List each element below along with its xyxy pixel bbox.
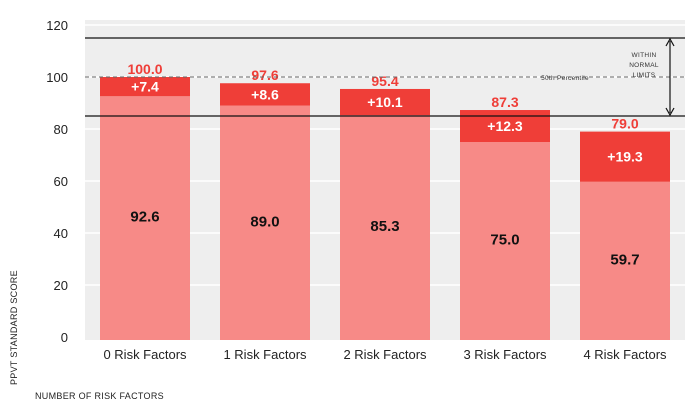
x-tick-labels: 0 Risk Factors 1 Risk Factors 2 Risk Facto… xyxy=(103,347,667,362)
base-value-label: 59.7 xyxy=(610,251,639,268)
base-value-label: 92.6 xyxy=(130,209,159,226)
y-tick-labels: 0 20 40 60 80 100 120 xyxy=(46,18,68,345)
base-value-label: 75.0 xyxy=(490,232,519,249)
category-label: 1 Risk Factors xyxy=(223,347,307,362)
y-tick-label: 20 xyxy=(54,278,68,293)
y-tick-label: 120 xyxy=(46,18,68,33)
bar-increment xyxy=(220,83,310,106)
y-tick-label: 80 xyxy=(54,122,68,137)
bar-base xyxy=(220,105,310,340)
bar-group: 85.3 +10.1 95.4 xyxy=(340,73,430,340)
bar-group: 89.0 +8.6 97.6 xyxy=(220,67,310,340)
increment-value-label: +10.1 xyxy=(367,94,403,110)
increment-value-label: +7.4 xyxy=(131,79,159,95)
y-tick-label: 0 xyxy=(61,330,68,345)
category-label: 4 Risk Factors xyxy=(583,347,667,362)
x-axis-title: NUMBER OF RISK FACTORS xyxy=(35,391,164,401)
category-label: 3 Risk Factors xyxy=(463,347,547,362)
bar-base xyxy=(100,96,190,341)
normal-range-label: WITHIN xyxy=(632,52,657,59)
bar-base xyxy=(340,115,430,340)
total-value-label: 87.3 xyxy=(491,94,518,110)
y-tick-label: 60 xyxy=(54,174,68,189)
total-value-label: 100.0 xyxy=(127,61,162,77)
bar-base xyxy=(580,181,670,340)
bar-group: 75.0 +12.3 87.3 xyxy=(460,94,550,340)
bar-increment xyxy=(100,77,190,97)
bar-group: 92.6 +7.4 100.0 xyxy=(100,61,190,341)
bar-increment xyxy=(460,110,550,142)
percentile-label: 50th Percentile xyxy=(541,75,589,82)
y-axis-title: PPVT STANDARD SCORE xyxy=(9,270,19,385)
increment-value-label: +19.3 xyxy=(607,149,643,165)
total-value-label: 95.4 xyxy=(371,73,398,89)
bars: 92.6 +7.4 100.0 89.0 +8.6 97.6 85.3 +10.1 95.4 75… xyxy=(100,61,670,341)
increment-value-label: +12.3 xyxy=(487,118,523,134)
bar-group: 59.7 +19.3 79.0 xyxy=(580,116,670,340)
category-label: 2 Risk Factors xyxy=(343,347,427,362)
bar-base xyxy=(460,142,550,340)
bar-increment xyxy=(580,131,670,182)
arrow-head-up xyxy=(665,37,675,47)
increment-value-label: +8.6 xyxy=(251,86,279,102)
category-label: 0 Risk Factors xyxy=(103,347,187,362)
normal-range-label: NORMAL xyxy=(629,62,659,69)
arrow-head-down xyxy=(665,107,675,117)
reference-lines: 50th Percentile WITHIN NORMAL LIMITS xyxy=(85,37,685,117)
base-value-label: 85.3 xyxy=(370,218,399,235)
bar-increment xyxy=(340,88,430,116)
y-tick-label: 100 xyxy=(46,70,68,85)
y-tick-label: 40 xyxy=(54,226,68,241)
base-value-label: 89.0 xyxy=(250,213,279,230)
normal-range-label: LIMITS xyxy=(633,72,656,79)
total-value-label: 97.6 xyxy=(251,67,278,83)
total-value-label: 79.0 xyxy=(611,116,638,132)
